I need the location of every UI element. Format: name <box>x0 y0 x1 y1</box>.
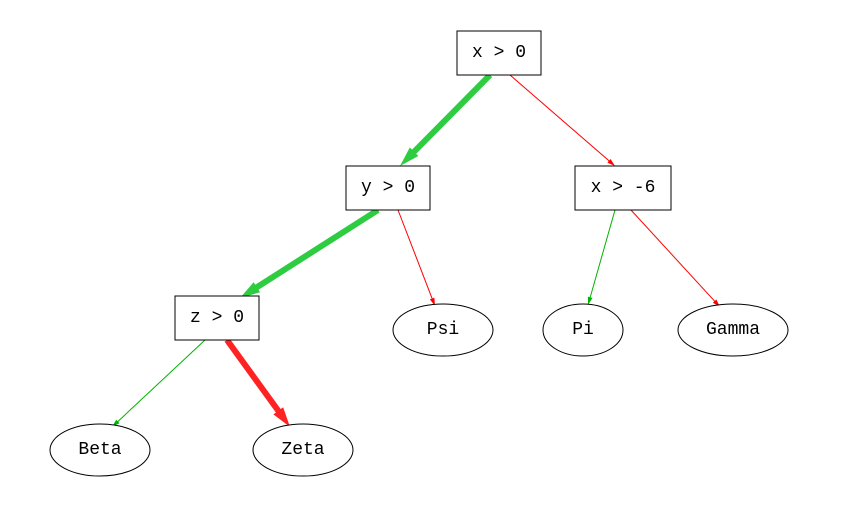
nodes-layer: x > 0 y > 0 x > -6 z > 0 Psi Pi Gamma Beta Zeta <box>50 31 788 476</box>
node-label: Pi <box>572 320 594 340</box>
node-label: Gamma <box>706 320 760 340</box>
edge-n0-n1 <box>400 75 490 166</box>
edge-n2-n5 <box>588 210 615 305</box>
edge-n1-n4 <box>398 210 435 306</box>
node-n5: Pi <box>543 304 623 356</box>
node-n6: Gamma <box>678 304 788 356</box>
node-n4: Psi <box>393 304 493 356</box>
node-n3: z > 0 <box>175 296 259 340</box>
node-n7: Beta <box>50 424 150 476</box>
edges-layer <box>112 75 720 427</box>
node-label: Beta <box>78 440 121 460</box>
node-n1: y > 0 <box>346 166 430 210</box>
node-label: y > 0 <box>361 178 415 198</box>
decision-tree-diagram: x > 0 y > 0 x > -6 z > 0 Psi Pi Gamma Beta Zeta <box>0 0 857 525</box>
edge-n3-n8 <box>227 340 290 427</box>
node-label: Psi <box>427 320 459 340</box>
edge-n1-n3 <box>240 210 378 298</box>
edge-n2-n6 <box>631 210 720 307</box>
node-label: z > 0 <box>190 308 244 328</box>
node-label: x > -6 <box>591 178 656 198</box>
node-n2: x > -6 <box>575 166 671 210</box>
edge-n3-n7 <box>112 340 205 427</box>
edge-n0-n2 <box>510 75 615 166</box>
node-label: Zeta <box>281 440 324 460</box>
node-n0: x > 0 <box>457 31 541 75</box>
node-n8: Zeta <box>253 424 353 476</box>
node-label: x > 0 <box>472 43 526 63</box>
